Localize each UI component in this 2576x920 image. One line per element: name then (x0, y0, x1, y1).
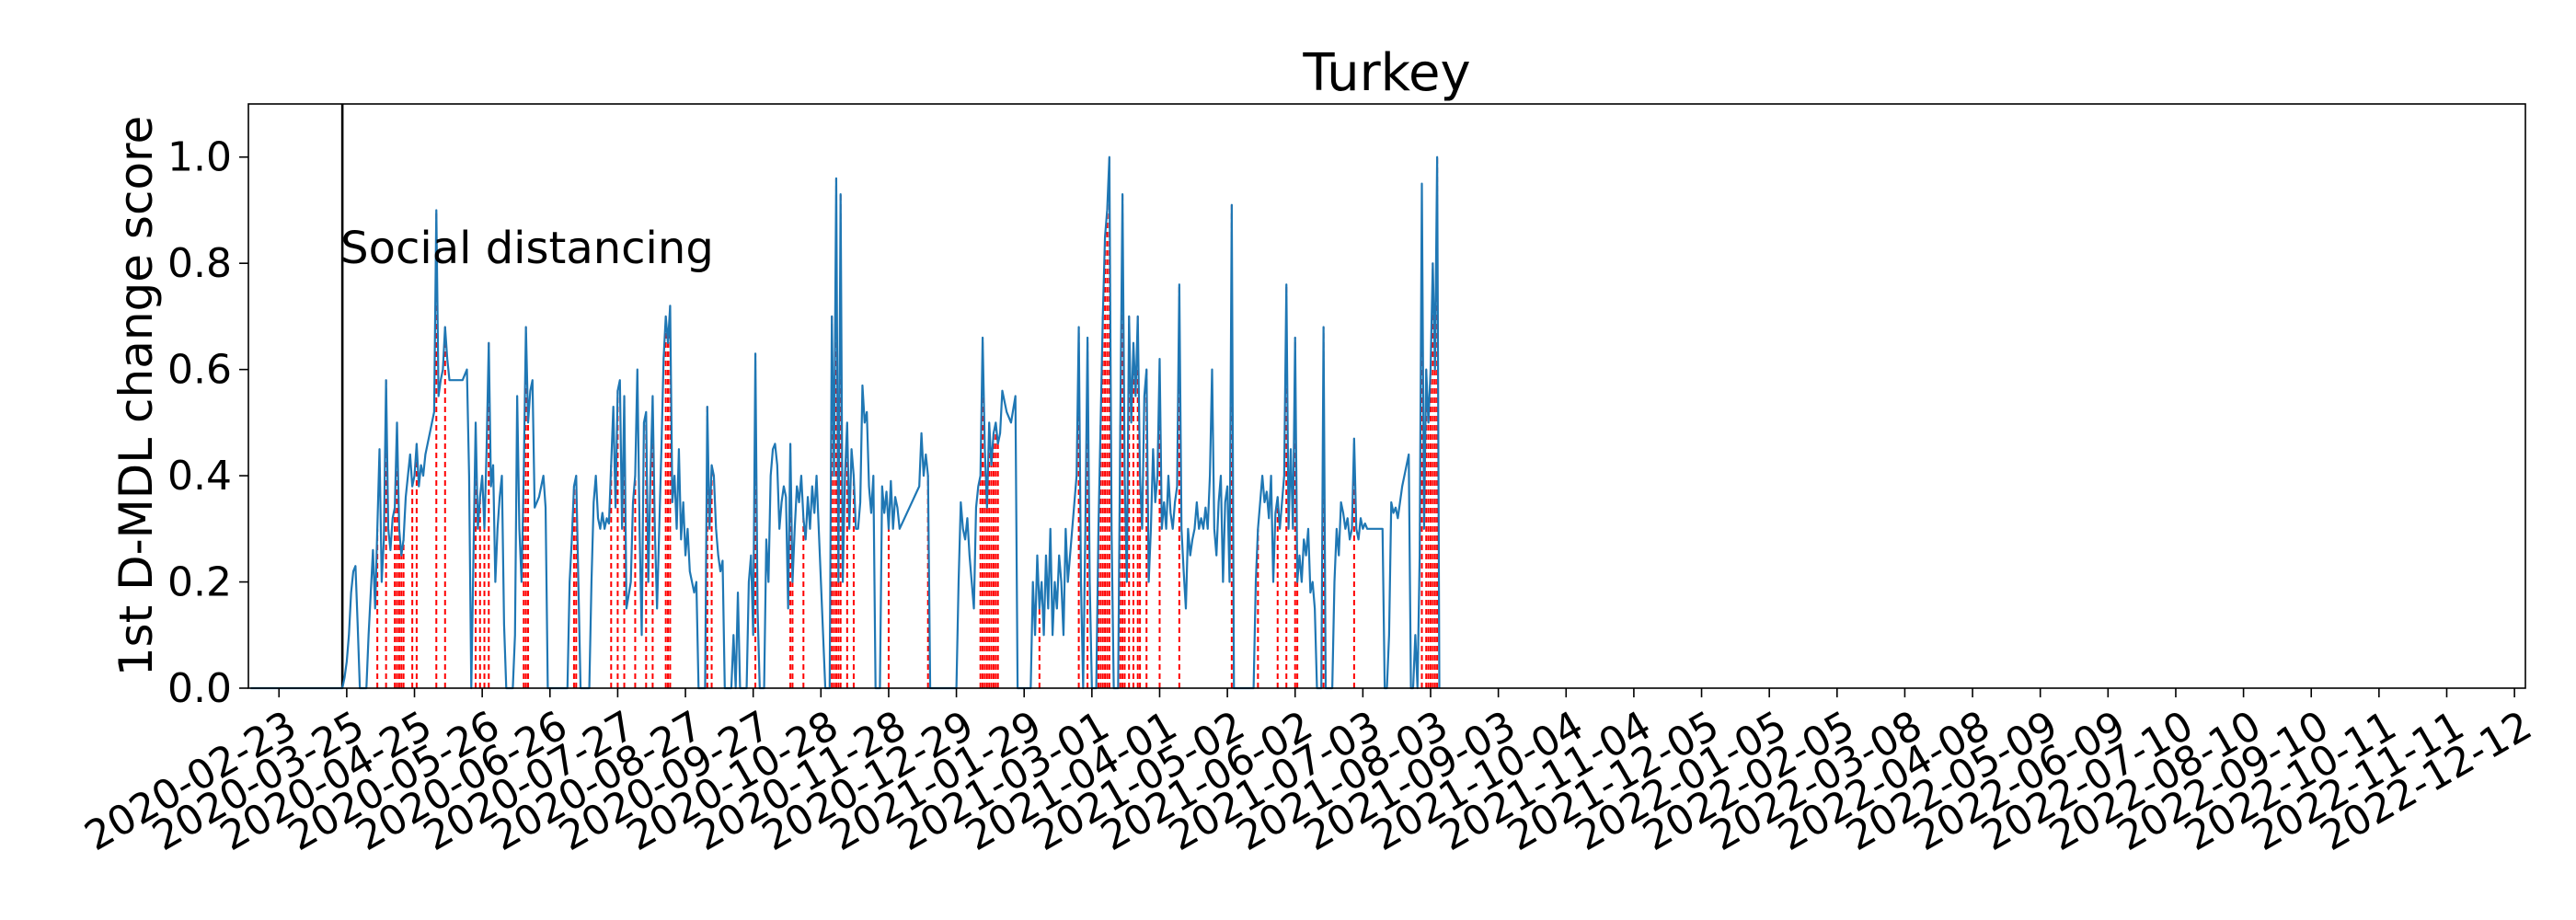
event-annotations: Social distancing (340, 223, 714, 274)
y-tick-label: 0.8 (167, 240, 232, 287)
y-axis-label: 1st D-MDL change score (109, 116, 163, 677)
y-axis-ticks: 0.0 0.2 0.4 0.6 0.8 1.0 (167, 134, 248, 712)
y-tick-label: 0.6 (167, 347, 232, 394)
y-tick-label: 0.2 (167, 559, 232, 606)
event-label: Social distancing (340, 223, 714, 274)
x-axis-ticks: 2020-02-232020-03-252020-04-252020-05-26… (77, 688, 2540, 860)
y-tick-label: 0.4 (167, 453, 232, 500)
plot-frame (247, 103, 2526, 689)
chart-title: Turkey (1302, 43, 1470, 103)
y-tick-label: 1.0 (167, 134, 232, 181)
y-tick-label: 0.0 (167, 665, 232, 712)
